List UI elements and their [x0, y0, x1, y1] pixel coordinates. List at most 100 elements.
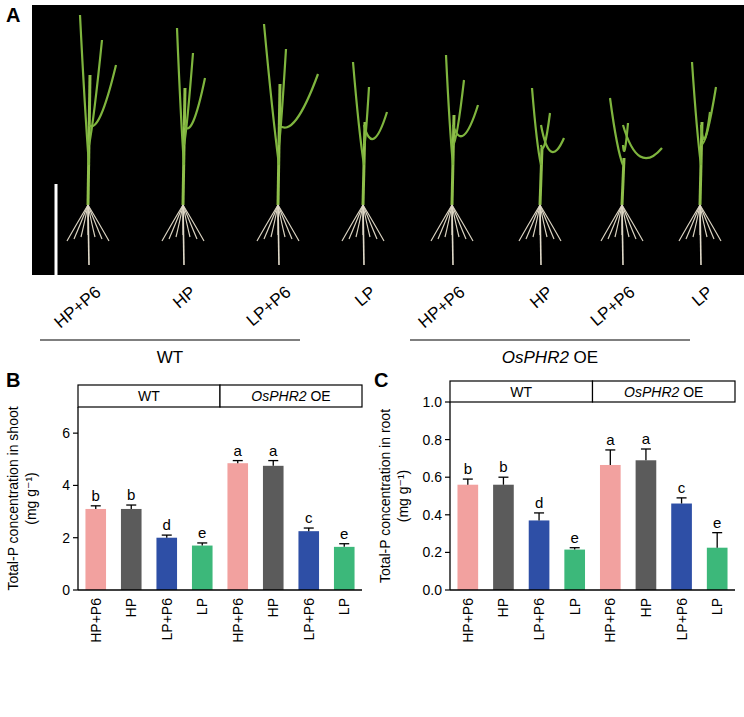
- error-cap: [605, 449, 615, 450]
- root: [183, 205, 197, 239]
- plant-label: HP: [526, 283, 556, 313]
- y-tick-label: 4: [62, 477, 70, 493]
- root: [700, 205, 701, 265]
- category-label: LP: [709, 598, 725, 615]
- x-axis: [450, 589, 735, 590]
- category-label: HP: [638, 598, 654, 617]
- root: [452, 205, 453, 265]
- panel-label: B: [6, 369, 20, 391]
- marks: [457, 449, 727, 590]
- root: [622, 205, 623, 265]
- y-tick: [445, 589, 450, 590]
- axis-title: (mg g⁻¹): [23, 472, 39, 525]
- group-label: WT: [138, 388, 160, 404]
- leaf: [184, 78, 205, 128]
- root: [363, 205, 364, 265]
- significance-letter: d: [163, 516, 171, 533]
- group-header: [220, 385, 362, 407]
- error-bar: [677, 498, 687, 504]
- bar: [493, 485, 514, 590]
- plant-label: LP+P6: [243, 283, 295, 331]
- leaf: [80, 15, 89, 165]
- plant: [679, 62, 721, 265]
- category-label: LP: [336, 598, 352, 615]
- error-cap: [197, 542, 207, 543]
- error-cap: [304, 527, 314, 528]
- axis-title: Total-P concentration in root: [377, 409, 393, 583]
- error-cap: [91, 505, 101, 506]
- leaf: [541, 125, 564, 152]
- error-cap: [498, 477, 508, 478]
- error-bar: [534, 513, 544, 521]
- category-label: HP+P6: [230, 598, 246, 643]
- leaf: [177, 28, 184, 165]
- root: [526, 205, 540, 239]
- error-line: [467, 479, 468, 485]
- bar: [529, 520, 550, 590]
- root: [356, 205, 363, 237]
- error-line: [717, 533, 718, 548]
- root: [74, 205, 88, 239]
- category-label: LP+P6: [159, 598, 175, 641]
- root: [615, 205, 622, 237]
- root: [700, 205, 721, 241]
- bar: [671, 504, 692, 590]
- root: [271, 205, 278, 237]
- y-tick-label: 0.6: [423, 469, 443, 485]
- y-tick-label: 0: [62, 582, 70, 598]
- root: [88, 205, 102, 239]
- error-line: [538, 513, 539, 521]
- root: [601, 205, 622, 241]
- root: [519, 205, 540, 241]
- error-line: [273, 461, 274, 466]
- error-bar: [605, 450, 615, 465]
- panel-label: C: [374, 369, 388, 391]
- error-cap: [677, 497, 687, 498]
- plant: [67, 15, 116, 265]
- figure: AHP+P6HPLP+P6LPHP+P6HPLP+P6LPWTOsPHR2 OE…: [0, 0, 744, 717]
- group-header: [450, 381, 593, 402]
- leaf: [610, 98, 623, 165]
- root: [533, 205, 540, 237]
- photo-background: [32, 5, 744, 275]
- root: [183, 205, 184, 265]
- group-label: OsPHR2 OE: [251, 388, 330, 404]
- y-tick: [73, 589, 78, 590]
- leaf: [89, 65, 116, 126]
- root: [679, 205, 700, 241]
- leaf: [89, 40, 102, 145]
- root: [88, 205, 109, 241]
- leaf: [264, 24, 279, 165]
- category-label: LP: [194, 598, 210, 615]
- plant: [601, 98, 662, 265]
- leaf: [184, 53, 193, 145]
- category-label: LP: [567, 598, 583, 615]
- error-bar: [339, 544, 349, 547]
- bar: [707, 548, 728, 590]
- root: [162, 205, 183, 241]
- y-tick-label: 0.4: [423, 507, 443, 523]
- significance-letter: d: [535, 494, 543, 511]
- error-line: [681, 498, 682, 504]
- significance-letter: e: [198, 524, 206, 541]
- marks: [85, 461, 354, 590]
- y-axis: [449, 402, 450, 590]
- error-cap: [268, 460, 278, 461]
- root: [169, 205, 183, 239]
- group-header: [593, 381, 736, 402]
- error-cap: [339, 543, 349, 544]
- bar: [600, 465, 621, 590]
- root: [278, 205, 279, 265]
- significance-letter: b: [499, 458, 507, 475]
- significance-letter: a: [606, 431, 615, 448]
- root: [88, 205, 89, 265]
- leaf: [532, 88, 541, 165]
- category-label: LP+P6: [674, 598, 690, 641]
- bar: [298, 531, 319, 590]
- group-label: WT: [157, 348, 183, 367]
- significance-letter: a: [642, 430, 651, 447]
- significance-letter: c: [305, 509, 313, 526]
- error-line: [610, 450, 611, 465]
- plant-label: HP: [169, 283, 199, 313]
- y-tick: [73, 485, 78, 486]
